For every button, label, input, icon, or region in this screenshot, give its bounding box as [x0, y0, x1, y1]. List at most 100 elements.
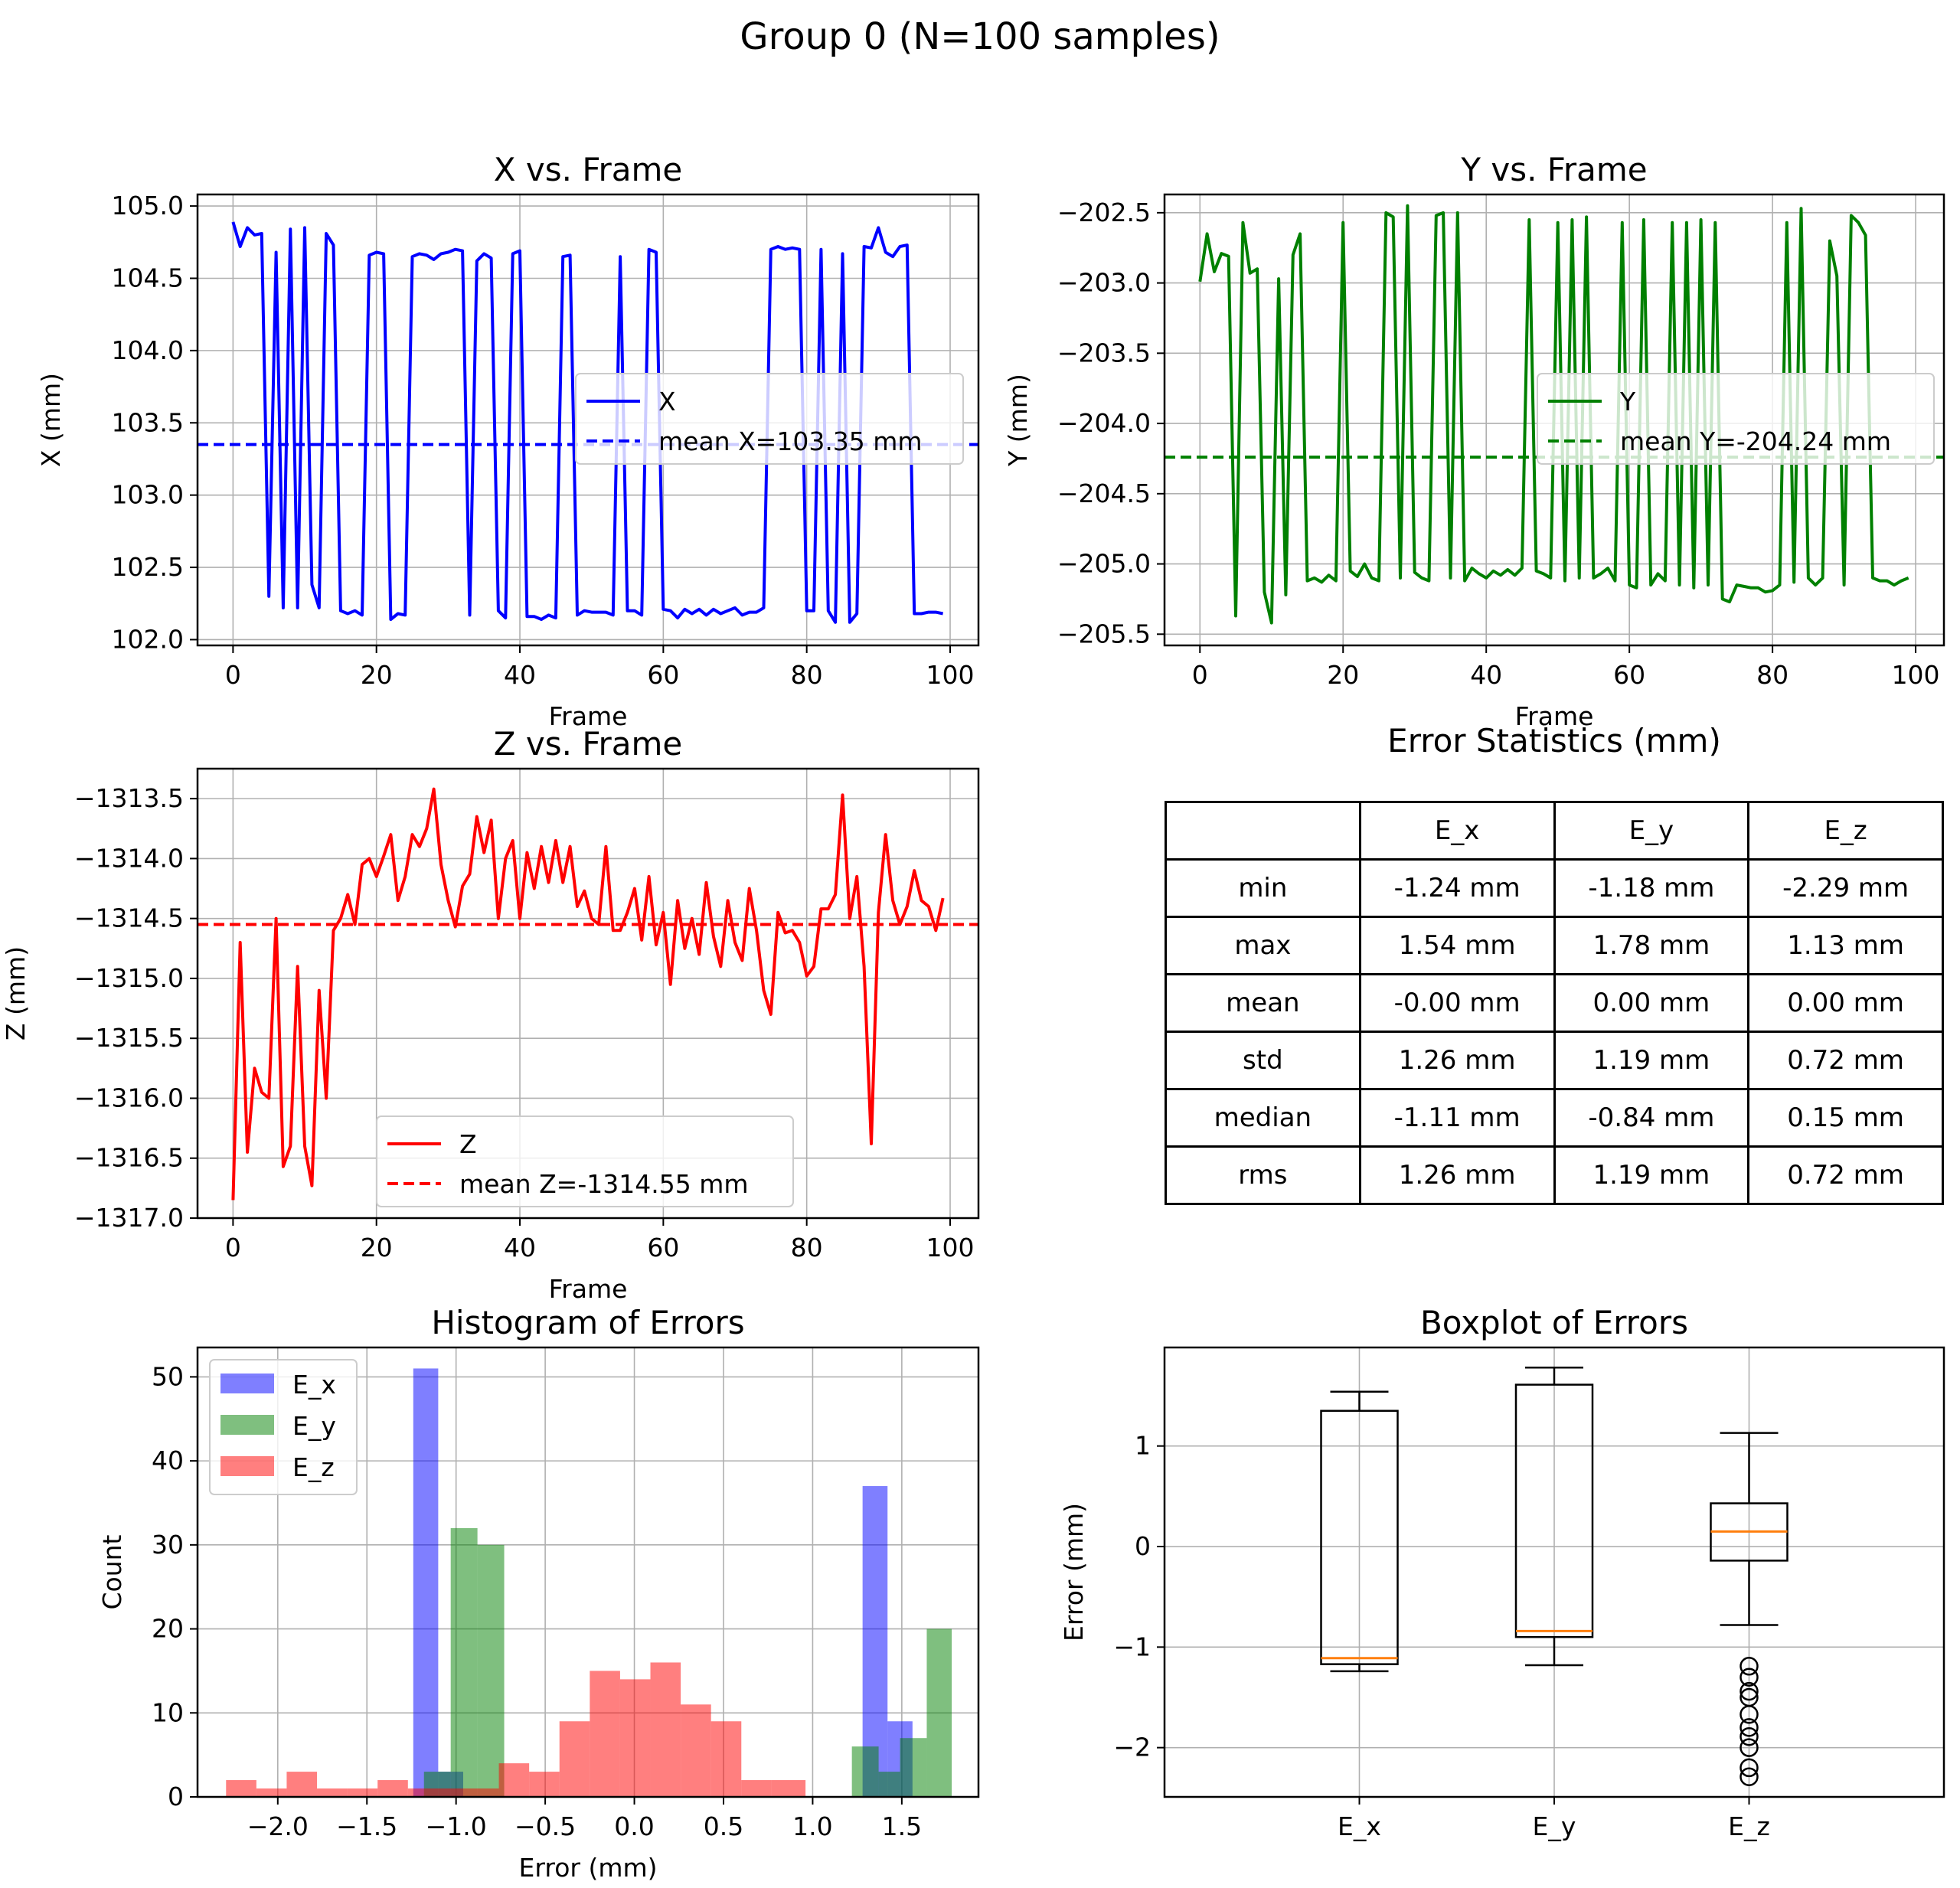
x-tick-label: E_x: [1338, 1811, 1381, 1841]
x-tick-label: 100: [926, 1233, 975, 1262]
legend-patch-E_y: [220, 1415, 274, 1435]
x-tick-label: 20: [361, 660, 393, 690]
chart-title: Y vs. Frame: [1460, 151, 1647, 188]
table-cell: 1.26 mm: [1358, 1145, 1556, 1205]
histogram-bar-E_z: [317, 1788, 348, 1797]
histogram-bar-E_z: [619, 1679, 651, 1797]
y-tick-label: 103.5: [112, 407, 184, 437]
y-tick-label: 50: [152, 1361, 184, 1391]
table-cell: max: [1165, 916, 1361, 975]
histogram-bar-E_z: [529, 1772, 560, 1797]
histogram-bar-E_z: [710, 1721, 742, 1797]
axes-frame: [196, 767, 980, 1220]
histogram-bar-E_z: [650, 1662, 681, 1797]
histogram-bar-E_z: [559, 1721, 590, 1797]
legend-label: E_y: [292, 1411, 336, 1441]
histogram-bar-E_y: [926, 1628, 952, 1797]
x-axis-label: Frame: [549, 1274, 628, 1304]
chart-title: Boxplot of Errors: [1420, 1304, 1688, 1341]
table-row: std 1.26 mm 1.19 mm 0.72 mm: [1165, 1031, 1944, 1090]
legend-box: [376, 1115, 794, 1207]
x-tick-label: 0: [225, 660, 241, 690]
outlier-point: [1740, 1668, 1759, 1687]
y-tick-label: −1316.5: [74, 1143, 184, 1173]
table-row: median -1.11 mm -0.84 mm 0.15 mm: [1165, 1088, 1944, 1148]
histogram-bar-E_z: [468, 1788, 499, 1797]
y-tick-label: 102.5: [112, 552, 184, 582]
histogram-bar-E_z: [771, 1780, 806, 1797]
y-tick-label: −203.0: [1057, 268, 1151, 298]
histogram-bar-E_z: [407, 1788, 439, 1797]
legend-label: mean Y=-204.24 mm: [1620, 426, 1891, 456]
table-row: mean -0.00 mm 0.00 mm 0.00 mm: [1165, 973, 1944, 1033]
legend-label: mean Z=-1314.55 mm: [459, 1169, 749, 1199]
histogram-bar-E_x: [413, 1368, 439, 1797]
x-tick-label: −0.5: [514, 1811, 576, 1841]
x-axis-label: Frame: [1515, 701, 1594, 731]
y-tick-label: −1315.0: [74, 963, 184, 993]
x-tick-label: 40: [1470, 660, 1502, 690]
error-statistics-table: E_x E_y E_z min -1.24 mm -1.18 mm -2.29 …: [1165, 801, 1944, 1205]
x-tick-label: −1.5: [336, 1811, 397, 1841]
y-tick-label: 0: [1135, 1531, 1151, 1561]
histogram-bar-E_z: [256, 1788, 287, 1797]
x-tick-label: 60: [647, 660, 679, 690]
outlier-point: [1740, 1657, 1759, 1676]
axes-frame: [196, 1346, 980, 1798]
box-E_x: [1320, 1409, 1399, 1665]
x-tick-label: 20: [361, 1233, 393, 1262]
table-cell: -1.11 mm: [1358, 1088, 1556, 1148]
histogram-bar-E_y: [477, 1544, 505, 1797]
legend-label: E_z: [292, 1452, 335, 1482]
y-tick-label: −205.5: [1057, 619, 1151, 648]
box-E_y: [1514, 1383, 1594, 1638]
table-cell: 1.13 mm: [1747, 916, 1944, 975]
histogram-bar-E_z: [286, 1772, 318, 1797]
table-cell: median: [1165, 1088, 1361, 1148]
x-tick-label: 0: [1192, 660, 1208, 690]
table-cell: -1.18 mm: [1553, 858, 1750, 918]
table-cell: -1.24 mm: [1358, 858, 1556, 918]
x-tick-label: 100: [926, 660, 975, 690]
y-tick-label: 104.5: [112, 263, 184, 292]
x-tick-label: −2.0: [247, 1811, 309, 1841]
table-cell: -0.84 mm: [1553, 1088, 1750, 1148]
x-tick-label: E_z: [1728, 1811, 1770, 1841]
histogram-bar-E_z: [377, 1780, 408, 1797]
table-header-cell: E_y: [1553, 801, 1750, 861]
histogram-bar-E_z: [590, 1671, 620, 1797]
legend-label: X: [658, 387, 676, 416]
x-tick-label: 0.5: [704, 1811, 743, 1841]
y-tick-label: 40: [152, 1445, 184, 1475]
y-tick-label: −1314.5: [74, 903, 184, 933]
y-tick-label: −1: [1113, 1632, 1151, 1661]
table-cell: -2.29 mm: [1747, 858, 1944, 918]
y-tick-label: 10: [152, 1697, 184, 1727]
outlier-point: [1740, 1758, 1759, 1778]
x-axis-label: Frame: [549, 701, 628, 731]
legend-box: [1537, 373, 1935, 465]
legend-label: E_x: [292, 1370, 336, 1400]
series-line-z: [231, 787, 945, 1200]
y-tick-label: 1: [1135, 1431, 1151, 1461]
y-tick-label: −205.0: [1057, 549, 1151, 579]
axes-frame: [1163, 1346, 1945, 1798]
y-tick-label: −1314.0: [74, 843, 184, 873]
legend-patch-E_x: [220, 1374, 274, 1393]
y-tick-label: −2: [1113, 1733, 1151, 1762]
histogram-bar-E_z: [226, 1780, 256, 1797]
y-tick-label: −204.0: [1057, 408, 1151, 438]
histogram-bar-E_y: [900, 1738, 927, 1797]
table-row: min -1.24 mm -1.18 mm -2.29 mm: [1165, 858, 1944, 918]
chart-title: Z vs. Frame: [494, 725, 682, 763]
table-cell: rms: [1165, 1145, 1361, 1205]
table-header-cell: [1165, 801, 1361, 861]
legend-patch-E_z: [220, 1456, 274, 1476]
x-tick-label: 60: [647, 1233, 679, 1262]
table-cell: 0.72 mm: [1747, 1031, 1944, 1090]
stats-table-title: Error Statistics (mm): [1387, 722, 1721, 759]
histogram-bar-E_z: [438, 1788, 469, 1797]
y-axis-label: Y (mm): [1003, 374, 1033, 467]
x-tick-label: 0.0: [614, 1811, 654, 1841]
